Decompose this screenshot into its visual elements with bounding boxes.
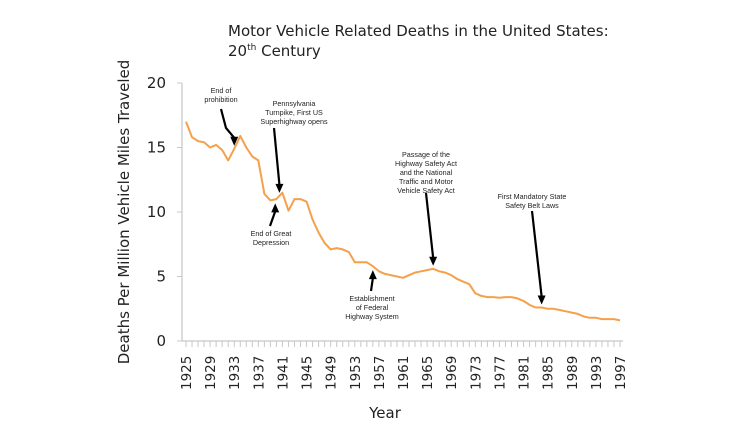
- x-tick-label: 1937: [251, 356, 267, 390]
- x-tick-label: 1985: [541, 356, 557, 390]
- annotation-text: First Mandatory State: [498, 192, 567, 201]
- annotation-text: of Federal: [356, 303, 389, 312]
- arrow-shaft: [272, 127, 281, 185]
- arrowhead-icon: [537, 295, 546, 305]
- annotation-text: prohibition: [204, 95, 237, 104]
- arrowhead-icon: [368, 270, 377, 280]
- series-line-deaths: [185, 121, 621, 322]
- arrow-shaft: [530, 210, 543, 297]
- x-tick-label: 1933: [227, 356, 243, 390]
- arrow-shaft: [219, 108, 236, 139]
- x-tick-label: 1929: [203, 356, 219, 390]
- arrowhead-icon: [230, 136, 239, 146]
- x-axis-title: Year: [368, 404, 402, 422]
- arrowhead-icon: [271, 203, 280, 213]
- x-tick-label: 1977: [492, 356, 508, 390]
- annotation-text: Establishment: [349, 294, 394, 303]
- annotation-text: Vehicle Safety Act: [397, 186, 455, 195]
- arrowhead-icon: [275, 183, 284, 193]
- x-tick-label: 1945: [300, 356, 316, 390]
- x-tick-labels: 1925 1929 1933 1937 1941 1945 1949 1953 1957 1961…: [179, 356, 629, 390]
- chart-title: Motor Vehicle Related Deaths in the Unit…: [228, 22, 609, 60]
- arrow-shaft: [369, 278, 374, 292]
- x-tick-label: 1989: [565, 356, 581, 390]
- annotation-text: Passage of the: [402, 150, 450, 159]
- annotation-text: Safety Belt Laws: [505, 201, 559, 210]
- x-tick-label: 1949: [324, 356, 340, 390]
- x-tick-label: 1981: [517, 356, 533, 390]
- x-tick-label: 1941: [275, 356, 291, 390]
- annotation-text: Highway System: [345, 312, 399, 321]
- annotation-text: Pennsylvania: [273, 99, 316, 108]
- arrowhead-icon: [429, 256, 438, 266]
- annotation-text: Superhighway opens: [260, 117, 328, 126]
- y-tick-label: 0: [156, 332, 166, 350]
- x-tick-label: 1973: [468, 356, 484, 390]
- annotation-text: Depression: [253, 238, 289, 247]
- title-line-2: 20th Century: [228, 42, 321, 60]
- arrow-shaft: [268, 210, 277, 227]
- annotation-text: and the National: [400, 168, 453, 177]
- annotation-text: End of Great: [251, 229, 292, 238]
- annotation-text: Traffic and Motor: [399, 177, 454, 186]
- x-ticks: [185, 341, 621, 347]
- y-ticks: 0 5 10 15 20: [147, 74, 182, 350]
- y-tick-label: 15: [147, 139, 166, 157]
- annotation-text: Turnpike, First US: [265, 108, 323, 117]
- x-tick-label: 1953: [348, 356, 364, 390]
- x-tick-label: 1969: [444, 356, 460, 390]
- x-tick-label: 1961: [396, 356, 412, 390]
- x-tick-label: 1965: [420, 356, 436, 390]
- y-tick-label: 5: [156, 268, 166, 286]
- x-tick-label: 1957: [372, 356, 388, 390]
- y-tick-label: 10: [147, 203, 166, 221]
- title-line-1: Motor Vehicle Related Deaths in the Unit…: [228, 22, 609, 40]
- annotation-text: Highway Safety Act: [395, 159, 457, 168]
- y-axis-title: Deaths Per Million Vehicle Miles Travele…: [115, 60, 133, 365]
- y-tick-label: 20: [147, 74, 166, 92]
- x-tick-label: 1997: [613, 356, 629, 390]
- annotation-text: End of: [211, 86, 232, 95]
- x-tick-label: 1925: [179, 356, 195, 390]
- arrow-shaft: [424, 192, 435, 258]
- x-tick-label: 1993: [589, 356, 605, 390]
